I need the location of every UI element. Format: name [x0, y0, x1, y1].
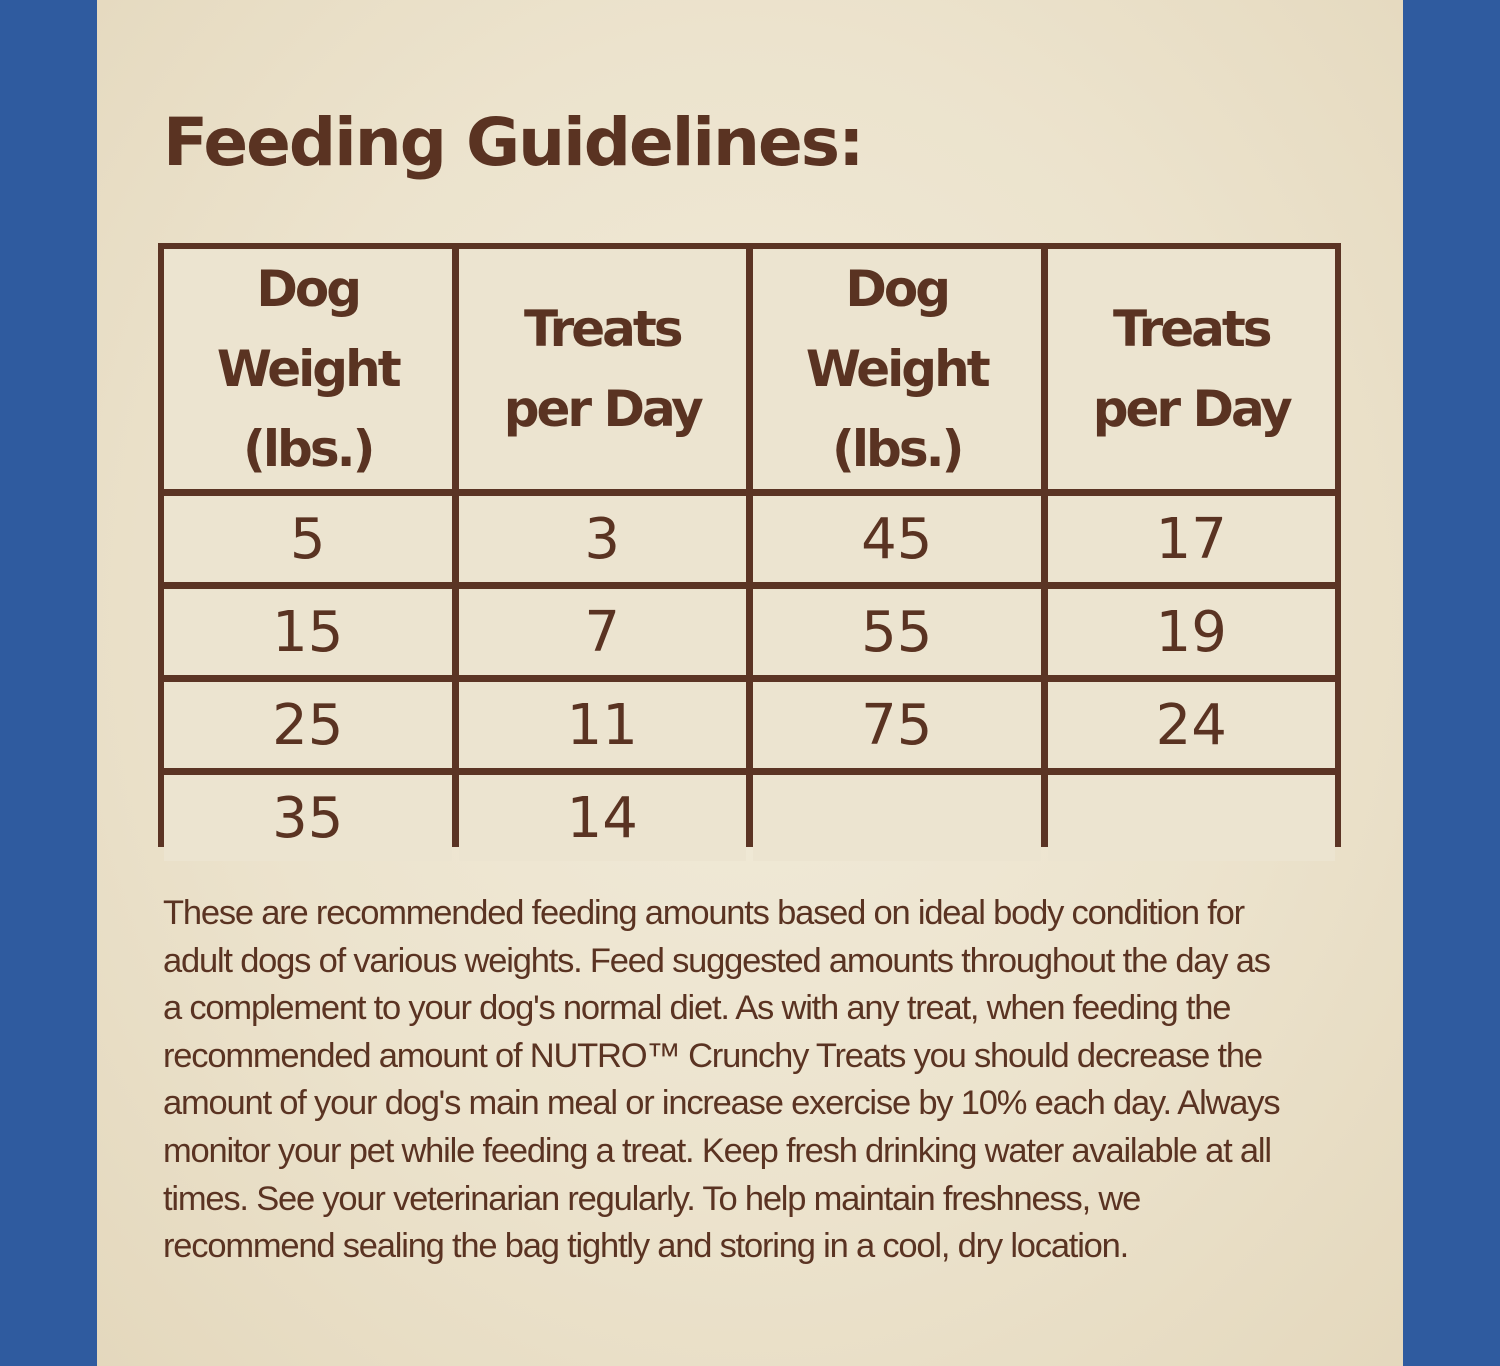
- feeding-instructions-paragraph: These are recommended feeding amounts ba…: [163, 890, 1338, 1271]
- paragraph-line: adult dogs of various weights. Feed sugg…: [163, 941, 1271, 980]
- table-cell: 35: [164, 775, 452, 861]
- table-cell: 17: [1047, 496, 1335, 582]
- table-cell: 55: [753, 589, 1041, 675]
- paragraph-line: recommend sealing the bag tightly and st…: [163, 1227, 1129, 1266]
- table-cell: 15: [164, 589, 452, 675]
- header-line: Dog Weight: [805, 260, 991, 398]
- table-cell: 14: [458, 775, 746, 861]
- header-line: per Day: [1092, 380, 1293, 438]
- feeding-table-frame: Dog Weight (lbs.) Treats per Day Dog Wei…: [158, 243, 1341, 861]
- header-dog-weight-2: Dog Weight (lbs.): [753, 249, 1041, 489]
- paragraph-line: amount of your dog's main meal or increa…: [163, 1084, 1281, 1123]
- header-line: per Day: [503, 380, 704, 438]
- header-line: (lbs.): [832, 420, 964, 478]
- table-cell: 24: [1047, 682, 1335, 768]
- table-row: 35 14: [164, 775, 1335, 861]
- table-cell-empty: [1047, 775, 1335, 861]
- table-cell: 19: [1047, 589, 1335, 675]
- table-row: 5 3 45 17: [164, 496, 1335, 582]
- header-line: Treats: [523, 300, 684, 358]
- table-cell: 5: [164, 496, 452, 582]
- header-line: Dog Weight: [216, 260, 402, 398]
- table-cell-empty: [753, 775, 1041, 861]
- paragraph-line: recommended amount of NUTRO™ Crunchy Tre…: [163, 1036, 1263, 1075]
- header-line: (lbs.): [243, 420, 375, 478]
- page-title: Feeding Guidelines:: [163, 104, 864, 181]
- table-row: 15 7 55 19: [164, 589, 1335, 675]
- paragraph-line: times. See your veterinarian regularly. …: [163, 1179, 1141, 1218]
- table-cell: 7: [458, 589, 746, 675]
- table-cell: 25: [164, 682, 452, 768]
- header-treats-per-day-2: Treats per Day: [1047, 249, 1335, 489]
- paragraph-line: a complement to your dog's normal diet. …: [163, 989, 1231, 1028]
- paragraph-line: monitor your pet while feeding a treat. …: [163, 1131, 1272, 1170]
- header-dog-weight-1: Dog Weight (lbs.): [164, 249, 452, 489]
- table-row: 25 11 75 24: [164, 682, 1335, 768]
- feeding-table: Dog Weight (lbs.) Treats per Day Dog Wei…: [157, 242, 1342, 868]
- header-treats-per-day-1: Treats per Day: [458, 249, 746, 489]
- paragraph-line: These are recommended feeding amounts ba…: [163, 894, 1245, 932]
- table-cell: 3: [458, 496, 746, 582]
- table-header-row: Dog Weight (lbs.) Treats per Day Dog Wei…: [164, 249, 1335, 489]
- left-blue-border: [0, 0, 97, 1366]
- table-cell: 11: [458, 682, 746, 768]
- header-line: Treats: [1112, 300, 1273, 358]
- table-cell: 45: [753, 496, 1041, 582]
- right-blue-border: [1403, 0, 1500, 1366]
- table-cell: 75: [753, 682, 1041, 768]
